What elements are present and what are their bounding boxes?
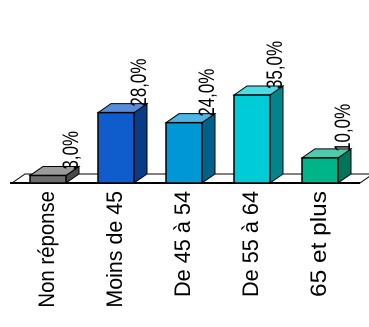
data-label-4: 10,0% xyxy=(330,104,355,152)
bar-side-1 xyxy=(133,102,148,184)
bar-0 xyxy=(29,174,67,184)
data-label-2: 24,0% xyxy=(194,69,219,117)
bar-side-2 xyxy=(201,112,216,184)
data-label-0: 3,0% xyxy=(58,131,83,169)
tick-label-1: Moins de 45 xyxy=(102,191,127,308)
tick-label-3: De 55 à 64 xyxy=(238,191,263,297)
bar-side-3 xyxy=(269,85,284,184)
data-label-3: 35,0% xyxy=(262,41,287,89)
bar-1 xyxy=(97,111,135,184)
bar-2 xyxy=(165,121,203,184)
bar-3 xyxy=(233,94,271,184)
bar-4 xyxy=(301,157,339,184)
data-label-1: 28,0% xyxy=(126,59,151,107)
tick-label-2: De 45 à 54 xyxy=(170,191,195,297)
tick-label-4: 65 et plus xyxy=(306,191,331,297)
tick-label-0: Non réponse xyxy=(34,191,59,308)
